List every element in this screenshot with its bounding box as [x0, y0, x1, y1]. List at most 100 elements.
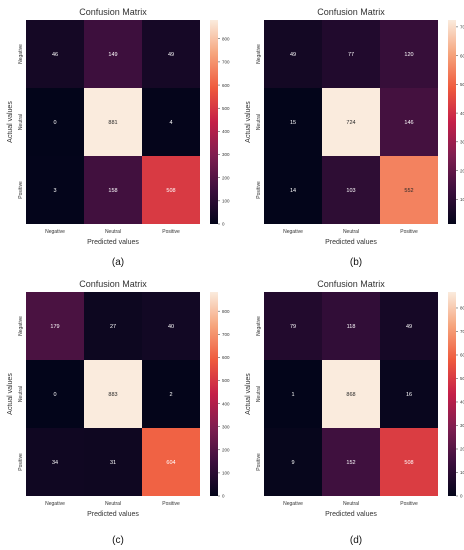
x-tick-label: Negative	[283, 229, 303, 235]
y-axis-label: Actual values	[245, 373, 252, 415]
heatmap-cell	[142, 360, 200, 428]
colorbar-tick-label: 700	[460, 329, 464, 334]
colorbar-tick-label: 600	[460, 53, 464, 58]
cell-value-label: 724	[346, 120, 355, 126]
cell-value-label: 3	[53, 188, 56, 194]
y-axis-label: Actual values	[7, 101, 14, 143]
heatmap-cell	[380, 88, 438, 156]
colorbar-tick-label: 100	[460, 197, 464, 202]
y-tick-label: Negative	[256, 44, 262, 64]
heatmap-cell	[322, 360, 380, 428]
heatmap-cell	[142, 292, 200, 360]
colorbar-tick-label: 400	[222, 129, 230, 134]
colorbar	[210, 292, 218, 496]
y-axis-label: Actual values	[245, 101, 252, 143]
heatmap-cell	[322, 292, 380, 360]
heatmap-cell	[380, 360, 438, 428]
cell-value-label: 16	[406, 392, 412, 398]
confusion-matrix-panel-d: Confusion Matrix 79 118 49 1 868 16 9 152 508 Nega…	[245, 279, 464, 546]
heatmap-cell	[264, 292, 322, 360]
heatmap-cell	[84, 292, 142, 360]
cell-value-label: 149	[108, 52, 117, 58]
y-tick-label: Negative	[18, 44, 24, 64]
colorbar-tick-label: 700	[222, 60, 230, 65]
heatmap-cell	[264, 360, 322, 428]
colorbar-tick-label: 700	[460, 25, 464, 30]
cell-value-label: 49	[406, 324, 412, 330]
heatmap-cell	[322, 156, 380, 224]
x-tick-label: Positive	[162, 501, 180, 507]
x-tick-label: Positive	[400, 501, 418, 507]
colorbar-tick-label: 600	[222, 83, 230, 88]
y-tick-label: Positive	[18, 181, 24, 199]
y-tick-label: Positive	[256, 453, 262, 471]
cell-value-label: 49	[168, 52, 174, 58]
y-tick-label: Neutral	[256, 114, 262, 130]
cell-value-label: 31	[110, 460, 116, 466]
colorbar-tick-label: 400	[460, 400, 464, 405]
cell-value-label: 27	[110, 324, 116, 330]
heatmap-cell	[380, 156, 438, 224]
heatmap-cell	[380, 428, 438, 496]
colorbar-tick-label: 0	[460, 494, 463, 499]
colorbar	[448, 292, 456, 496]
y-tick-label: Neutral	[256, 386, 262, 402]
cell-value-label: 158	[108, 188, 117, 194]
heatmap-cell	[142, 428, 200, 496]
y-tick-label: Neutral	[18, 114, 24, 130]
cell-value-label: 120	[404, 52, 413, 58]
cell-value-label: 146	[404, 120, 413, 126]
cell-value-label: 46	[52, 52, 58, 58]
heatmap-cell	[322, 428, 380, 496]
cell-value-label: 79	[290, 324, 296, 330]
colorbar-tick-label: 800	[222, 36, 230, 41]
panel-caption: (d)	[350, 535, 362, 546]
cell-value-label: 883	[108, 392, 117, 398]
colorbar-tick-label: 500	[460, 376, 464, 381]
cell-value-label: 0	[53, 120, 56, 126]
y-tick-label: Negative	[18, 316, 24, 336]
colorbar-tick-label: 0	[222, 494, 225, 499]
heatmap-cell	[380, 20, 438, 88]
x-tick-label: Positive	[400, 229, 418, 235]
cell-value-label: 179	[50, 324, 59, 330]
panel-caption: (b)	[350, 257, 362, 268]
colorbar-tick-label: 300	[460, 423, 464, 428]
heatmap-cell	[322, 88, 380, 156]
y-tick-label: Neutral	[18, 386, 24, 402]
y-axis-label: Actual values	[7, 373, 14, 415]
cell-value-label: 508	[166, 188, 175, 194]
heatmap-cell	[264, 156, 322, 224]
heatmap-cell	[26, 360, 84, 428]
colorbar-tick-label: 200	[222, 447, 230, 452]
cell-value-label: 0	[53, 392, 56, 398]
y-tick-label: Positive	[18, 453, 24, 471]
cell-value-label: 1	[291, 392, 294, 398]
colorbar-tick-label: 400	[222, 401, 230, 406]
chart-title: Confusion Matrix	[317, 7, 385, 17]
x-tick-label: Neutral	[343, 229, 359, 235]
heatmap-cell	[26, 20, 84, 88]
colorbar-tick-label: 400	[460, 111, 464, 116]
heatmap-cell	[84, 20, 142, 88]
colorbar-tick-label: 600	[222, 355, 230, 360]
cell-value-label: 508	[404, 460, 413, 466]
x-axis-label: Predicted values	[87, 239, 139, 246]
cell-value-label: 9	[291, 460, 294, 466]
colorbar-tick-label: 500	[222, 378, 230, 383]
heatmap-cell	[142, 156, 200, 224]
y-tick-label: Positive	[256, 181, 262, 199]
cell-value-label: 103	[346, 188, 355, 194]
chart-title: Confusion Matrix	[317, 279, 385, 289]
cell-value-label: 34	[52, 460, 58, 466]
cell-value-label: 77	[348, 52, 354, 58]
heatmap-cell	[26, 88, 84, 156]
colorbar-tick-label: 300	[460, 140, 464, 145]
cell-value-label: 49	[290, 52, 296, 58]
colorbar-tick-label: 300	[222, 152, 230, 157]
cell-value-label: 14	[290, 188, 296, 194]
confusion-matrix-panel-b: Confusion Matrix 49 77 120 15 724 146 14 103 552 N…	[245, 7, 464, 268]
colorbar-tick-label: 700	[222, 332, 230, 337]
x-tick-label: Neutral	[105, 501, 121, 507]
